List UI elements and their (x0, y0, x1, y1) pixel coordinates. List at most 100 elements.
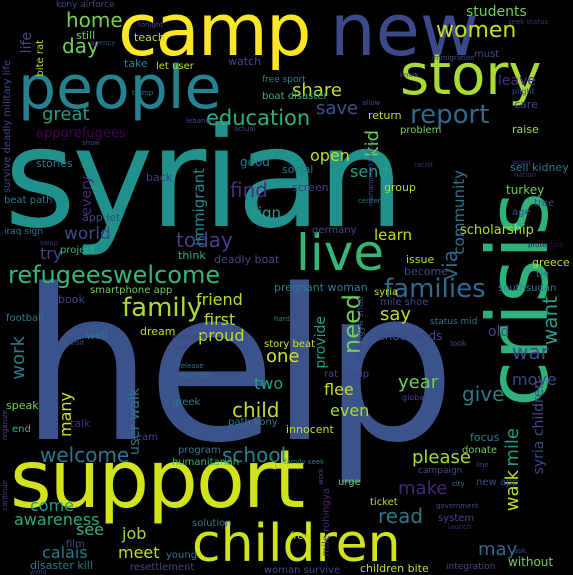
word-every: every (79, 176, 95, 216)
word-agency: agency (90, 39, 116, 47)
word-rat-camp: rat camp (324, 369, 370, 380)
word-screen: screen (292, 181, 329, 194)
word-visit: visit (70, 339, 85, 347)
word-line: line (476, 461, 489, 469)
word-care: care (514, 98, 538, 111)
word-campaign: campaign (418, 466, 463, 476)
word-teach: teach (134, 31, 165, 44)
word-program: program (178, 445, 221, 456)
word-tree: tree (534, 198, 555, 209)
word-world-small: world (30, 569, 47, 575)
word-volunteer: volunteer (178, 371, 212, 379)
word-old: old (488, 324, 510, 340)
word-immigration: immigration (432, 54, 475, 62)
word-turkey: turkey (506, 183, 545, 197)
word-return: return (368, 109, 402, 122)
word-woman-survive: woman survive (264, 565, 341, 575)
word-new: new (330, 0, 479, 72)
word-wish: wish (172, 413, 188, 421)
word-new-app: new app (476, 477, 519, 488)
word-stories: stories (36, 157, 73, 170)
word-see: see (76, 520, 105, 539)
word-problem: problem (400, 125, 442, 136)
word-life: life (19, 32, 35, 54)
word-smartphone-app: smartphone app (90, 285, 173, 296)
word-racist: racist (414, 161, 434, 169)
word-rohingya-shoe: rohingya shoe (356, 296, 366, 360)
word-people: people (18, 53, 222, 123)
word-path-kony: path kony (228, 417, 278, 428)
word-say: say (380, 304, 412, 325)
word-speak: speak (6, 399, 39, 412)
word-syrian: syrian (4, 98, 405, 259)
word-user-walk: user walk (127, 388, 143, 456)
word-talk: talk (70, 417, 91, 430)
word-awareness: awareness (14, 510, 100, 529)
word-greece: greece (532, 256, 570, 269)
word-actual: actual (234, 125, 256, 133)
word-story-beat: story beat (264, 339, 316, 350)
word-mile: mile (502, 428, 523, 467)
word-may: may (478, 539, 518, 560)
word-children-bite: children bite (360, 562, 429, 575)
word-city: city (452, 480, 465, 488)
word-free: free (290, 531, 310, 542)
word-want: want (538, 296, 562, 346)
word-focus: focus (470, 431, 500, 444)
word-war: war (512, 340, 549, 364)
word-beat-path: beat path (4, 195, 53, 206)
word-greek: greek (172, 397, 201, 408)
word-proud: proud (198, 326, 245, 345)
word-integration: integration (446, 562, 496, 572)
word-try: try (40, 244, 63, 263)
word-become: become (404, 265, 449, 278)
word-book: book (58, 293, 85, 306)
word-football: football (6, 313, 44, 324)
word-meet: meet (118, 543, 160, 562)
word-nation: nation (514, 171, 537, 179)
word-find: find (230, 178, 268, 202)
word-boat-disaster: boat disaster (262, 91, 328, 102)
word-system: system (438, 513, 475, 524)
word-today: today (176, 228, 233, 252)
word-welcome: welcome (40, 443, 130, 467)
word-two: two (254, 374, 284, 393)
word-iraq-sign: iraq sign (4, 227, 43, 237)
word-year: year (398, 372, 439, 393)
word-urge: urge (338, 477, 361, 488)
word-please: please (412, 447, 471, 468)
word-status-mid: status mid (430, 317, 478, 327)
word-worst: worst (512, 159, 532, 167)
word-southsudan: southsudan (498, 283, 557, 294)
word-survive-deadly-military-life: survive deadly military life (2, 60, 13, 194)
word-support: support (10, 433, 305, 526)
word-film: film (66, 539, 85, 550)
word-sign: sign (250, 204, 282, 222)
word-school: school (222, 443, 287, 467)
word-students: students (466, 4, 527, 20)
word-story: story (400, 43, 542, 108)
word-solution: solution (192, 518, 232, 529)
word-family: family (122, 293, 203, 323)
word-many: many (56, 392, 75, 437)
word-camp: camp (118, 0, 312, 72)
word-syria: syria (374, 287, 399, 298)
word-think: think (178, 249, 206, 262)
word-day: day (62, 34, 99, 58)
word-scholarship: scholarship (460, 223, 534, 238)
word-release: release (178, 362, 204, 370)
word-tonight: tonight (138, 21, 164, 29)
word-immigrant: immigrant (190, 168, 208, 246)
word-women: women (436, 18, 517, 43)
word-bite-rat: bite rat (35, 40, 46, 77)
word-let-user: let user (156, 61, 194, 72)
word-mile-shoe: mile shoe (380, 297, 429, 308)
word-humanitarian: humanitarian (172, 457, 240, 468)
word-flee: flee (324, 380, 354, 399)
word-pregnant-woman: pregnant woman (274, 281, 368, 294)
word-read: read (378, 504, 424, 528)
word-appgrefugees: appgrefugees (36, 126, 126, 141)
word-take: take (124, 57, 148, 70)
word-lebanon: lebanon (186, 117, 215, 125)
word-without: without (508, 555, 554, 569)
